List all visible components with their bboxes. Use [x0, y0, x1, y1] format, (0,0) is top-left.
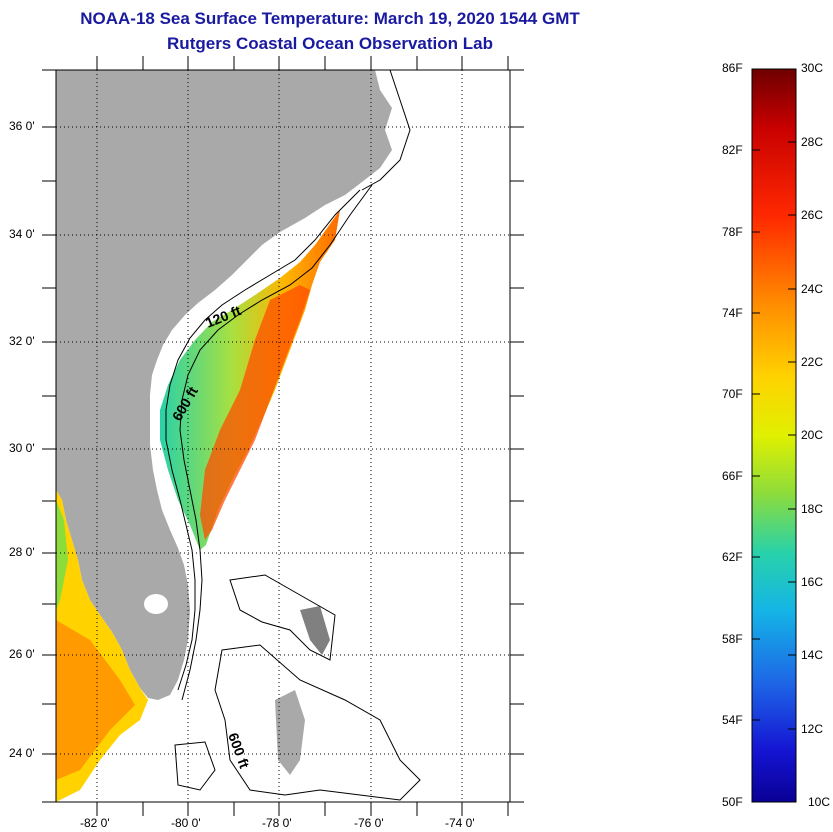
- map-subtitle: Rutgers Coastal Ocean Observation Lab: [167, 34, 493, 53]
- map-ticks: [42, 56, 524, 816]
- land-abaco: [300, 606, 330, 655]
- colorbar-label-24c: 24C: [801, 282, 824, 296]
- lon-label-82: -82 0': [80, 816, 110, 830]
- colorbar-label-62f: 62F: [722, 550, 743, 564]
- contour-carolina: [361, 70, 411, 191]
- lat-label-34: 34 0': [9, 227, 35, 241]
- lat-label-28: 28 0': [9, 545, 35, 559]
- contour-600ft: [179, 184, 373, 701]
- lake-okeechobee: [144, 594, 168, 614]
- colorbar-label-66f: 66F: [722, 469, 743, 483]
- colorbar-label-14c: 14C: [801, 648, 824, 662]
- colorbar-label-82f: 82F: [722, 143, 743, 157]
- lat-label-36: 36 0': [9, 119, 35, 133]
- colorbar-label-30c: 30C: [801, 61, 824, 75]
- lat-label-32: 32 0': [9, 334, 35, 348]
- colorbar-label-74f: 74F: [722, 306, 743, 320]
- land-andros: [275, 690, 305, 775]
- colorbar-label-16c: 16C: [801, 575, 824, 589]
- colorbar-label-86f: 86F: [722, 61, 743, 75]
- land-mainland: [56, 70, 392, 700]
- lon-label-78: -78 0': [262, 816, 292, 830]
- colorbar-label-22c: 22C: [801, 355, 824, 369]
- contour-120ft: [165, 189, 361, 691]
- colorbar-label-10c: 10C: [808, 795, 831, 809]
- colorbar-label-50f: 50F: [722, 795, 743, 809]
- colorbar-label-18c: 18C: [801, 502, 824, 516]
- sst-gulfstream: [200, 285, 310, 540]
- lat-label-26: 26 0': [9, 647, 35, 661]
- colorbar-label-58f: 58F: [722, 632, 743, 646]
- colorbar-label-70f: 70F: [722, 387, 743, 401]
- lon-label-80: -80 0': [171, 816, 201, 830]
- sst-gulf-warm: [56, 620, 135, 780]
- colorbar-label-26c: 26C: [801, 208, 824, 222]
- map-title: NOAA-18 Sea Surface Temperature: March 1…: [80, 9, 580, 28]
- lon-label-74: -74 0': [445, 816, 475, 830]
- lat-label-30: 30 0': [9, 441, 35, 455]
- colorbar-label-20c: 20C: [801, 428, 824, 442]
- map-frame: [55, 69, 511, 803]
- colorbar-ticks: [752, 141, 796, 730]
- lon-label-76: -76 0': [354, 816, 384, 830]
- colorbar-label-78f: 78F: [722, 225, 743, 239]
- sst-gulf-cool: [56, 500, 68, 610]
- colorbar-label-54f: 54F: [722, 713, 743, 727]
- colorbar-label-12c: 12C: [801, 722, 824, 736]
- colorbar-label-28c: 28C: [801, 135, 824, 149]
- lat-label-24: 24 0': [9, 746, 35, 760]
